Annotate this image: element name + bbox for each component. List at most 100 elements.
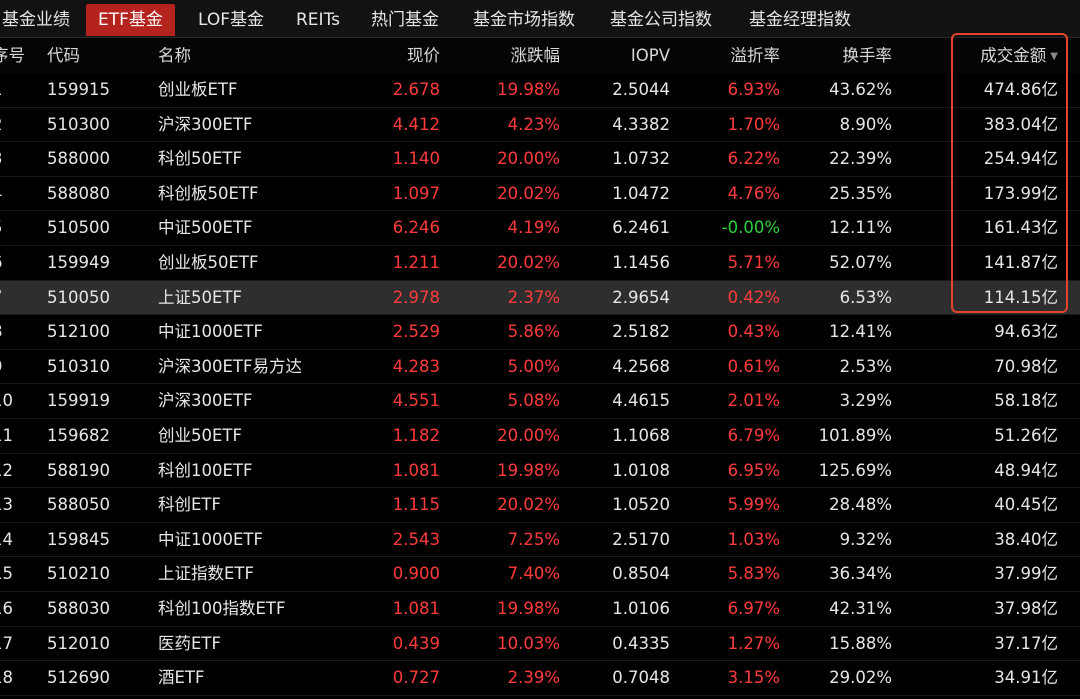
table-row[interactable]: 16 588030 科创100指数ETF 1.081 19.98% 1.0106 6.97%… (0, 592, 1080, 627)
row-code: 512100 (47, 322, 110, 342)
row-premium: 2.01% (727, 391, 780, 411)
row-premium: 6.22% (727, 149, 780, 169)
table-row[interactable]: 8 512100 中证1000ETF 2.529 5.86% 2.5182 0.43% 12.… (0, 315, 1080, 350)
row-index: 12 (0, 460, 13, 480)
table-row[interactable]: 1 159915 创业板ETF 2.678 19.98% 2.5044 6.93% 43.62… (0, 73, 1080, 108)
sort-desc-icon[interactable]: ▼ (1050, 50, 1058, 62)
row-price: 1.211 (392, 253, 440, 272)
col-header-turnover[interactable]: 换手率 (842, 46, 893, 65)
row-code: 159845 (47, 529, 110, 549)
col-header-price[interactable]: 现价 (407, 46, 440, 65)
table-row[interactable]: 15 510210 上证指数ETF 0.900 7.40% 0.8504 5.83% 36.3… (0, 557, 1080, 592)
row-premium: 1.03% (727, 529, 780, 549)
row-code: 159919 (47, 391, 110, 411)
row-change: 20.02% (497, 495, 560, 515)
tab-lof-fund[interactable]: LOF基金 (198, 10, 265, 30)
col-header-premium[interactable]: 溢折率 (730, 46, 781, 65)
table-row[interactable]: 6 159949 创业板50ETF 1.211 20.02% 1.1456 5.71% 52.… (0, 246, 1080, 281)
tab-hot-funds[interactable]: 热门基金 (371, 10, 439, 30)
row-amount: 48.94亿 (994, 460, 1058, 480)
tab-bar: 基金业绩 ETF基金 LOF基金 REITs 热门基金 基金市场指数 基金公司指… (0, 0, 1080, 38)
row-code: 159949 (47, 253, 110, 272)
row-index: 11 (0, 426, 13, 445)
row-price: 1.081 (392, 460, 440, 480)
row-amount: 34.91亿 (994, 668, 1058, 688)
row-price: 2.978 (392, 287, 440, 307)
row-iopv: 0.8504 (612, 564, 670, 584)
row-iopv: 4.2568 (612, 356, 670, 376)
row-name: 中证1000ETF (158, 529, 263, 549)
row-amount: 38.40亿 (994, 529, 1058, 549)
row-turnover: 43.62% (829, 80, 892, 99)
row-code: 510310 (47, 356, 110, 376)
row-turnover: 101.89% (818, 426, 892, 445)
row-premium: 6.79% (727, 426, 780, 445)
col-header-name[interactable]: 名称 (158, 46, 191, 65)
row-premium: -0.00% (721, 218, 780, 238)
table-row[interactable]: 18 512690 酒ETF 0.727 2.39% 0.7048 3.15% 29.02% 3… (0, 661, 1080, 696)
col-header-change[interactable]: 涨跌幅 (510, 46, 561, 65)
row-turnover: 8.90% (839, 114, 892, 134)
row-index: 1 (0, 73, 32, 108)
row-name: 医药ETF (158, 633, 221, 653)
row-premium: 4.76% (727, 183, 780, 203)
row-name: 沪深300ETF (158, 391, 253, 411)
tab-fund-market-index[interactable]: 基金市场指数 (473, 10, 575, 30)
row-index: 14 (0, 529, 13, 549)
tab-fund-performance[interactable]: 基金业绩 (2, 10, 70, 30)
row-iopv: 4.3382 (612, 114, 670, 134)
tab-fund-company-index[interactable]: 基金公司指数 (610, 10, 712, 30)
row-index: 8 (0, 315, 32, 350)
row-iopv: 1.0108 (612, 460, 670, 480)
row-premium: 6.95% (727, 460, 780, 480)
row-amount: 173.99亿 (983, 183, 1058, 203)
row-change: 4.23% (507, 114, 560, 134)
row-code: 510500 (47, 218, 110, 238)
row-name: 酒ETF (158, 668, 205, 688)
row-change: 20.00% (497, 426, 560, 445)
row-turnover: 28.48% (829, 495, 892, 515)
table-row[interactable]: 14 159845 中证1000ETF 2.543 7.25% 2.5170 1.03% 9.… (0, 523, 1080, 558)
row-iopv: 1.1068 (612, 426, 670, 445)
row-change: 19.98% (497, 460, 560, 480)
row-index: 18 (0, 668, 13, 688)
table-row[interactable]: 4 588080 科创板50ETF 1.097 20.02% 1.0472 4.76% 25.… (0, 177, 1080, 212)
table-row[interactable]: 10 159919 沪深300ETF 4.551 5.08% 4.4615 2.01% 3.2… (0, 384, 1080, 419)
table-row[interactable]: 12 588190 科创100ETF 1.081 19.98% 1.0108 6.95% 12… (0, 454, 1080, 489)
col-header-code[interactable]: 代码 (47, 46, 80, 65)
row-price: 2.543 (392, 529, 440, 549)
table-row[interactable]: 17 512010 医药ETF 0.439 10.03% 0.4335 1.27% 15.88… (0, 627, 1080, 662)
tab-reits[interactable]: REITs (296, 10, 340, 30)
row-amount: 40.45亿 (994, 495, 1058, 515)
table-row[interactable]: 9 510310 沪深300ETF易方达 4.283 5.00% 4.2568 0.61% 2… (0, 350, 1080, 385)
table-row[interactable]: 7 510050 上证50ETF 2.978 2.37% 2.9654 0.42% 6.53%… (0, 280, 1080, 316)
table-row[interactable]: 3 588000 科创50ETF 1.140 20.00% 1.0732 6.22% 22.3… (0, 142, 1080, 177)
row-change: 5.08% (507, 391, 560, 411)
row-turnover: 52.07% (829, 253, 892, 272)
row-turnover: 22.39% (829, 149, 892, 169)
col-header-amount[interactable]: 成交金额 ▼ (950, 39, 1058, 73)
row-turnover: 3.29% (839, 391, 892, 411)
table-row[interactable]: 5 510500 中证500ETF 6.246 4.19% 6.2461 -0.00% 12.… (0, 211, 1080, 246)
row-amount: 383.04亿 (983, 114, 1058, 134)
row-index: 3 (0, 142, 32, 177)
table-row[interactable]: 2 510300 沪深300ETF 4.412 4.23% 4.3382 1.70% 8.90… (0, 108, 1080, 143)
row-amount: 161.43亿 (983, 218, 1058, 238)
row-name: 科创100指数ETF (158, 599, 286, 618)
row-amount: 94.63亿 (994, 322, 1058, 342)
table-row[interactable]: 11 159682 创业50ETF 1.182 20.00% 1.1068 6.79% 101… (0, 419, 1080, 454)
row-code: 512010 (47, 633, 110, 653)
row-name: 中证500ETF (158, 218, 253, 238)
tab-fund-manager-index[interactable]: 基金经理指数 (749, 10, 851, 30)
row-turnover: 12.41% (829, 322, 892, 342)
row-name: 创业50ETF (158, 426, 242, 445)
row-premium: 3.15% (727, 668, 780, 688)
row-iopv: 1.0732 (612, 149, 670, 169)
row-iopv: 1.1456 (612, 253, 670, 272)
row-iopv: 0.4335 (612, 633, 670, 653)
table-row[interactable]: 13 588050 科创ETF 1.115 20.02% 1.0520 5.99% 28.48… (0, 488, 1080, 523)
tab-etf-fund[interactable]: ETF基金 (86, 4, 175, 36)
row-code: 588000 (47, 149, 110, 169)
col-header-index[interactable]: 序号 (0, 46, 25, 65)
col-header-iopv[interactable]: IOPV (630, 46, 670, 65)
